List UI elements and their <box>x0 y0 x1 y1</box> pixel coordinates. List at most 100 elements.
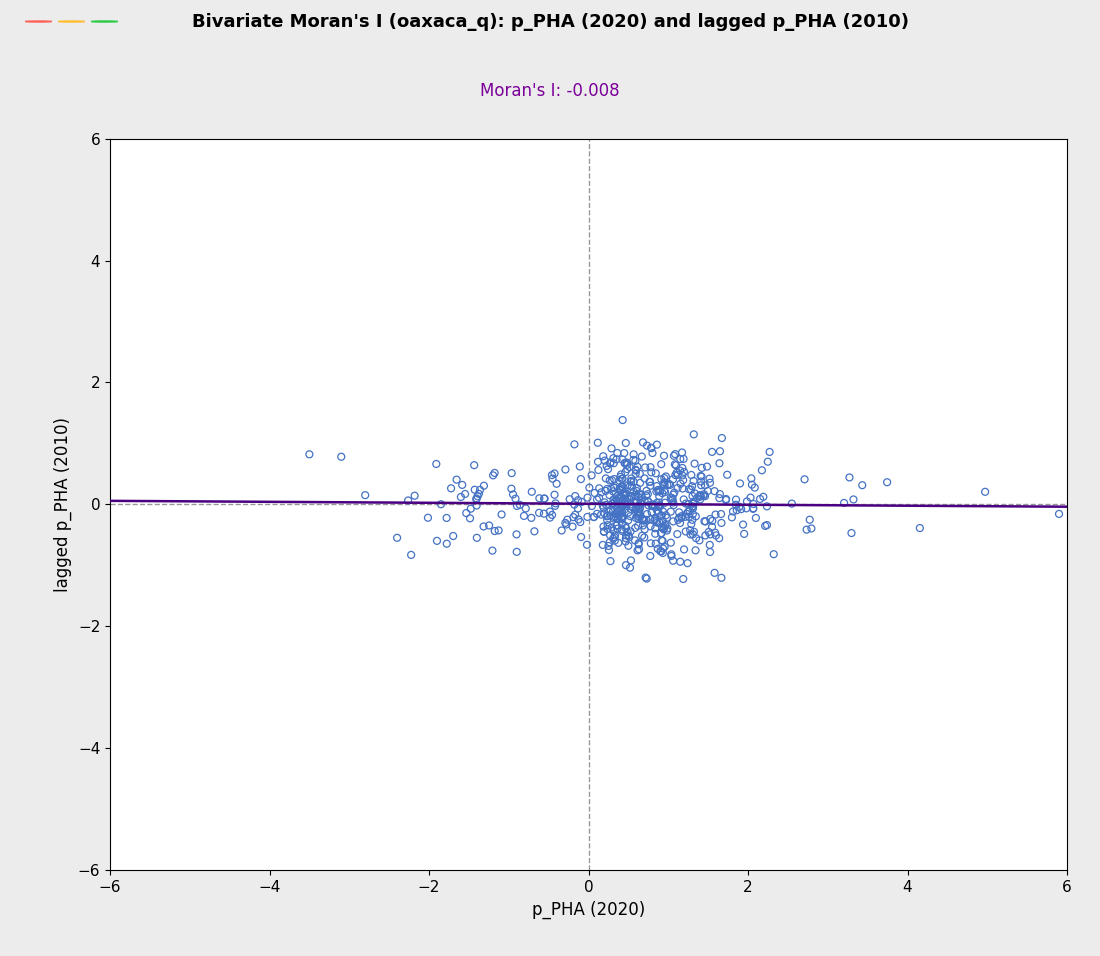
Point <box>648 495 666 511</box>
Point <box>654 541 672 556</box>
Point <box>640 498 658 513</box>
Point <box>541 504 559 519</box>
Point <box>595 500 613 515</box>
Point <box>604 496 622 511</box>
Point <box>621 560 639 576</box>
Point <box>662 549 680 564</box>
Point <box>656 539 673 554</box>
Point <box>604 531 622 546</box>
Point <box>706 507 724 522</box>
Point <box>795 471 813 487</box>
Point <box>619 512 637 528</box>
Point <box>606 530 624 545</box>
Point <box>619 505 637 520</box>
Point <box>465 458 483 473</box>
Point <box>522 511 540 526</box>
Point <box>735 517 752 532</box>
Point <box>641 478 659 493</box>
Point <box>639 487 657 502</box>
Point <box>627 463 645 478</box>
Point <box>608 488 626 503</box>
Point <box>674 472 692 488</box>
Point <box>636 493 653 509</box>
Point <box>596 453 614 468</box>
Point <box>591 490 608 506</box>
Point <box>758 517 776 532</box>
Point <box>649 482 667 497</box>
Point <box>588 492 606 508</box>
Point <box>712 444 729 459</box>
Point <box>628 484 646 499</box>
Point <box>583 498 601 513</box>
Point <box>670 511 688 526</box>
Point <box>667 467 684 483</box>
Point <box>612 507 629 522</box>
Point <box>730 499 748 514</box>
Point <box>613 498 630 513</box>
Point <box>617 528 635 543</box>
Point <box>618 462 636 477</box>
Point <box>695 513 713 529</box>
Point <box>637 570 654 585</box>
Point <box>605 471 623 487</box>
Point <box>718 467 736 483</box>
Point <box>583 467 601 483</box>
Point <box>626 532 644 548</box>
Point <box>685 524 703 539</box>
Point <box>641 549 659 564</box>
Point <box>686 543 704 558</box>
Point <box>601 504 618 519</box>
Point <box>388 531 406 546</box>
Point <box>623 499 640 514</box>
Point <box>702 527 719 542</box>
Point <box>503 481 520 496</box>
Point <box>613 522 630 537</box>
Point <box>543 471 561 487</box>
Point <box>458 506 475 521</box>
Point <box>517 501 535 516</box>
Point <box>452 489 470 505</box>
Point <box>669 467 686 483</box>
Point <box>746 480 763 495</box>
Point <box>977 484 994 499</box>
Point <box>604 495 622 511</box>
Point <box>728 503 746 518</box>
Point <box>603 520 620 535</box>
Point <box>634 511 651 526</box>
Point <box>672 476 690 491</box>
Point <box>663 492 681 508</box>
Point <box>630 535 648 551</box>
Point <box>605 480 623 495</box>
Point <box>469 489 486 504</box>
Point <box>557 462 574 477</box>
Point <box>648 515 666 531</box>
Point <box>654 519 672 534</box>
Point <box>650 515 668 531</box>
Point <box>613 479 630 494</box>
Point <box>617 435 635 450</box>
Point <box>688 531 705 546</box>
Point <box>618 457 636 472</box>
Point <box>647 521 664 536</box>
Point <box>614 509 631 524</box>
Point <box>653 512 671 528</box>
Point <box>605 491 623 507</box>
Point <box>614 479 631 494</box>
Point <box>486 466 504 481</box>
Point <box>713 515 730 531</box>
Point <box>741 490 759 506</box>
Point <box>621 497 639 512</box>
Point <box>701 475 718 490</box>
Point <box>711 531 728 546</box>
Point <box>600 462 617 477</box>
Point <box>598 481 616 496</box>
Point <box>597 483 615 498</box>
Point <box>588 506 606 521</box>
Point <box>675 542 693 557</box>
Point <box>671 463 689 478</box>
Point <box>692 489 710 504</box>
Point <box>530 505 548 520</box>
Point <box>595 524 613 539</box>
Point <box>613 511 630 526</box>
Point <box>619 528 637 543</box>
